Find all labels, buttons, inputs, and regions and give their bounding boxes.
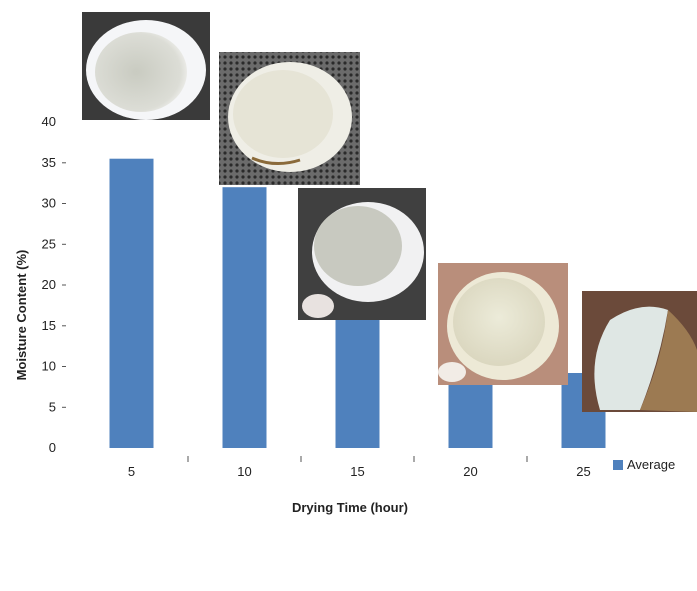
x-tick-label: 20 bbox=[463, 464, 477, 479]
y-tick-label: 40 bbox=[42, 114, 56, 129]
coconut-photo-15h bbox=[298, 188, 426, 320]
coconut-photo-10h bbox=[219, 52, 360, 185]
legend-label: Average bbox=[627, 457, 675, 472]
x-tick-label: 10 bbox=[237, 464, 251, 479]
x-tick-label: 25 bbox=[576, 464, 590, 479]
y-tick-label: 30 bbox=[42, 196, 56, 211]
y-tick-label: 25 bbox=[42, 236, 56, 251]
coconut-photo-25h bbox=[582, 291, 697, 412]
y-tick-label: 20 bbox=[42, 277, 56, 292]
legend-swatch bbox=[613, 460, 623, 470]
bar-5 bbox=[109, 158, 154, 448]
bar-10 bbox=[222, 187, 267, 448]
x-tick-label: 5 bbox=[128, 464, 135, 479]
y-tick-label: 5 bbox=[49, 399, 56, 414]
y-tick-label: 15 bbox=[42, 318, 56, 333]
x-axis-title: Drying Time (hour) bbox=[292, 500, 408, 515]
y-tick-label: 35 bbox=[42, 155, 56, 170]
x-tick-label: 15 bbox=[350, 464, 364, 479]
y-tick-label: 10 bbox=[42, 359, 56, 374]
y-tick-label: 0 bbox=[49, 440, 56, 455]
coconut-photo-5h bbox=[82, 12, 210, 120]
y-axis-title: Moisture Content (%) bbox=[14, 250, 29, 381]
coconut-photo-20h bbox=[438, 263, 568, 385]
